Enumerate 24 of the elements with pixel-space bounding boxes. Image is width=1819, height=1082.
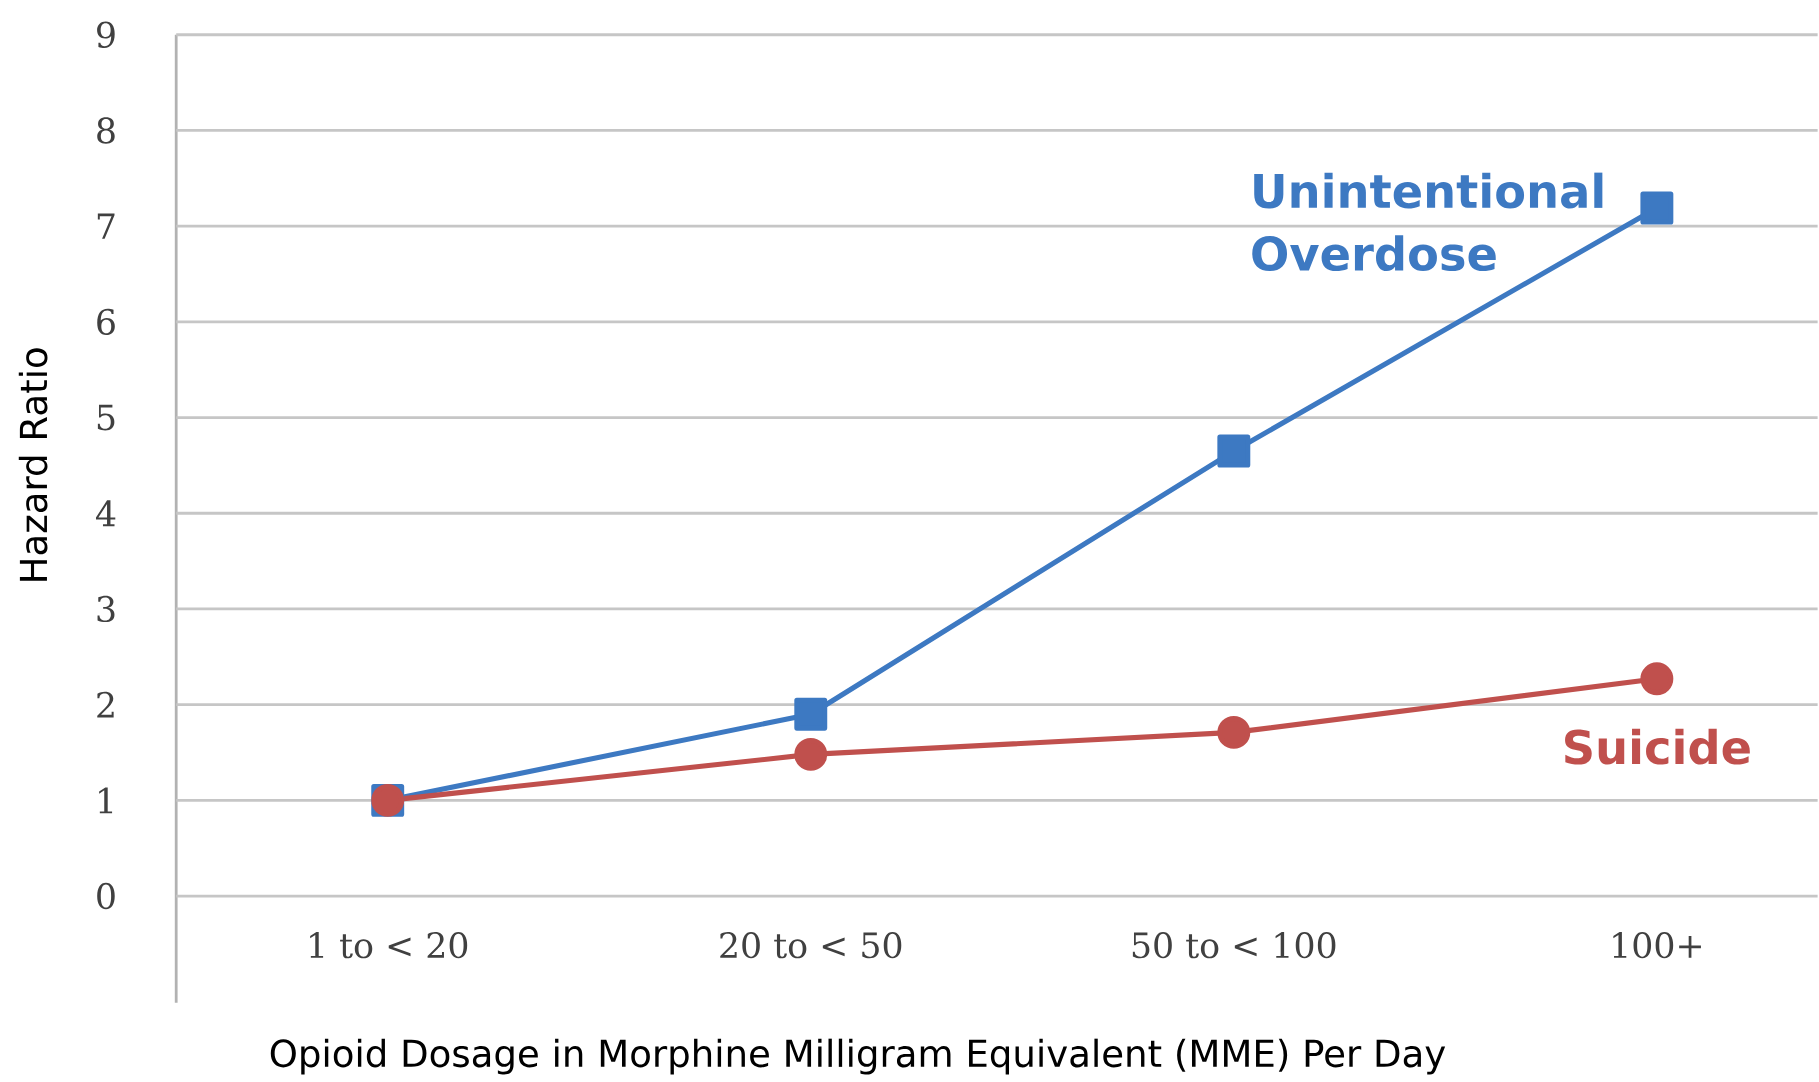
x-axis-title: Opioid Dosage in Morphine Milligram Equivalent (MME) Per Day: [270, 1038, 1446, 1075]
y-tick-label: 0: [97, 882, 115, 910]
y-tick-label: 1: [99, 787, 113, 814]
y-tick-label: 4: [95, 500, 116, 527]
x-tick-label: 20 to < 50: [720, 931, 902, 959]
y-axis-title: Hazard Ratio: [18, 348, 48, 581]
y-tick-label: 5: [97, 404, 115, 431]
y-tick-label: 9: [97, 21, 115, 48]
series-label: Unintentional Overdose: [1252, 172, 1603, 271]
y-tick-label: 2: [97, 691, 114, 718]
y-tick-label: 6: [97, 308, 115, 335]
point: [1640, 191, 1674, 225]
point: [1640, 662, 1674, 696]
y-tick-label: 8: [97, 117, 115, 144]
x-tick-label: 100+: [1613, 931, 1701, 959]
x-tick-label: 50 to < 100: [1132, 931, 1336, 959]
x-tick-label: 1 to < 20: [310, 931, 468, 959]
point: [1217, 715, 1251, 749]
legend-label: Suicide: [1565, 728, 1750, 765]
point: [794, 697, 828, 731]
y-tick-label: 3: [97, 595, 115, 622]
point: [794, 737, 828, 771]
y-tick-label: 7: [97, 213, 115, 239]
point: [1217, 434, 1251, 468]
